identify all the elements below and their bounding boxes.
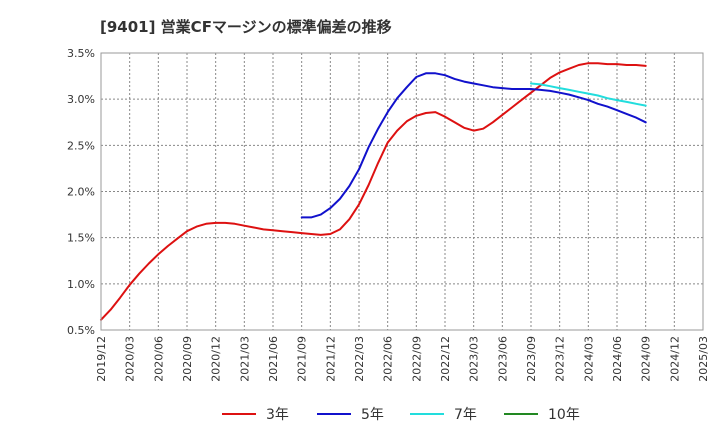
x-tick-label: 2023/09	[525, 336, 538, 382]
series-lines	[100, 62, 647, 321]
x-tick-label: 2020/03	[124, 336, 137, 382]
x-tick-label: 2024/09	[640, 336, 653, 382]
chart-title: [9401] 営業CFマージンの標準偏差の推移	[100, 18, 392, 36]
legend-item-4: 10年	[504, 407, 580, 423]
plot-area-frame	[100, 52, 704, 331]
y-tick-label: 3.5%	[67, 47, 95, 60]
x-tick-label: 2021/03	[238, 336, 251, 382]
y-tick-label: 1.0%	[67, 278, 95, 291]
legend-item-3: 7年	[410, 407, 477, 423]
x-tick-label: 2022/03	[353, 336, 366, 382]
x-tick-label: 2025/03	[697, 336, 710, 382]
x-tick-label: 2024/06	[611, 336, 624, 382]
legend-item-1: 3年	[222, 407, 289, 423]
legend: 3年 5年 7年 10年	[222, 407, 580, 423]
legend-label: 5年	[361, 407, 384, 423]
series-line-3	[530, 82, 647, 107]
x-tick-label: 2022/09	[410, 336, 423, 382]
series-line-2	[300, 72, 647, 219]
x-tick-label: 2021/12	[324, 336, 337, 382]
y-tick-label: 2.5%	[67, 139, 95, 152]
x-tick-label: 2019/12	[95, 336, 108, 382]
x-tick-label: 2024/03	[582, 336, 595, 382]
legend-label: 3年	[266, 407, 289, 423]
x-tick-label: 2022/06	[382, 336, 395, 382]
y-tick-label: 0.5%	[67, 324, 95, 337]
x-tick-label: 2023/06	[496, 336, 509, 382]
y-tick-label: 2.0%	[67, 186, 95, 199]
legend-label: 10年	[548, 407, 580, 423]
x-tick-label: 2022/12	[439, 336, 452, 382]
x-tick-label: 2023/12	[554, 336, 567, 382]
y-axis-ticks: 3.5% 3.0% 2.5% 2.0% 1.5% 1.0% 0.5%	[67, 47, 95, 337]
x-tick-label: 2021/06	[267, 336, 280, 382]
y-tick-label: 1.5%	[67, 232, 95, 245]
x-tick-label: 2020/09	[181, 336, 194, 382]
x-tick-label: 2020/06	[152, 336, 165, 382]
series-line-1	[100, 62, 647, 321]
y-tick-label: 3.0%	[67, 93, 95, 106]
x-tick-label: 2021/09	[296, 336, 309, 382]
x-tick-label: 2024/12	[668, 336, 681, 382]
x-tick-label: 2023/03	[468, 336, 481, 382]
x-tick-label: 2020/12	[210, 336, 223, 382]
grid	[100, 52, 704, 331]
legend-item-2: 5年	[317, 407, 384, 423]
legend-label: 7年	[454, 407, 477, 423]
x-axis-ticks: 2019/12 2020/03 2020/06 2020/09 2020/12 2021/…	[95, 336, 710, 382]
